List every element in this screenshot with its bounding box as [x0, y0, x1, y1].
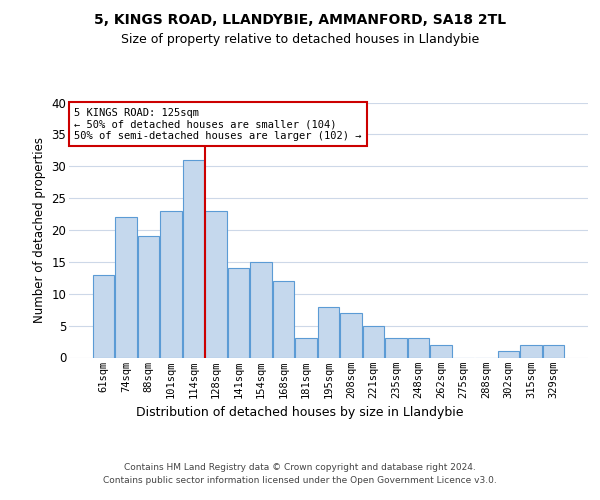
Text: Distribution of detached houses by size in Llandybie: Distribution of detached houses by size …	[136, 406, 464, 419]
Text: Size of property relative to detached houses in Llandybie: Size of property relative to detached ho…	[121, 32, 479, 46]
Bar	[228, 268, 249, 358]
Bar	[363, 326, 384, 358]
Bar	[408, 338, 429, 357]
Bar	[273, 281, 294, 357]
Bar	[92, 274, 114, 357]
Bar	[182, 160, 204, 358]
Text: 5, KINGS ROAD, LLANDYBIE, AMMANFORD, SA18 2TL: 5, KINGS ROAD, LLANDYBIE, AMMANFORD, SA1…	[94, 12, 506, 26]
Bar	[340, 313, 362, 358]
Bar	[295, 338, 317, 357]
Bar	[250, 262, 272, 358]
Text: 5 KINGS ROAD: 125sqm
← 50% of detached houses are smaller (104)
50% of semi-deta: 5 KINGS ROAD: 125sqm ← 50% of detached h…	[74, 108, 362, 141]
Bar	[160, 211, 182, 358]
Bar	[115, 217, 137, 358]
Bar	[385, 338, 407, 357]
Bar	[520, 345, 542, 358]
Bar	[318, 306, 339, 358]
Bar	[543, 345, 565, 358]
Bar	[205, 211, 227, 358]
Y-axis label: Number of detached properties: Number of detached properties	[33, 137, 46, 323]
Text: Contains HM Land Registry data © Crown copyright and database right 2024.: Contains HM Land Registry data © Crown c…	[124, 462, 476, 471]
Text: Contains public sector information licensed under the Open Government Licence v3: Contains public sector information licen…	[103, 476, 497, 485]
Bar	[430, 345, 452, 358]
Bar	[137, 236, 159, 358]
Bar	[498, 351, 520, 358]
